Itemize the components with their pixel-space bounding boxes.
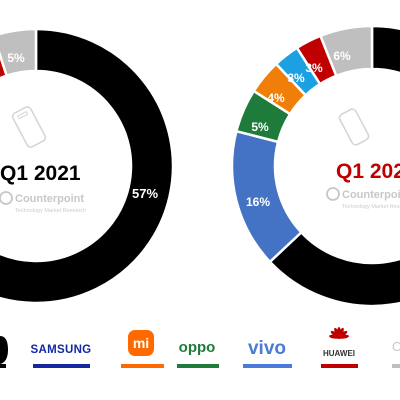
vivo-logo: vivo — [248, 338, 286, 359]
slice-label-black-57: 57% — [132, 186, 158, 201]
legend-item-huawei: HUAWEI — [321, 327, 358, 368]
slice-label-orange-4: 4% — [267, 91, 285, 105]
legend-bar-xiaomi — [121, 364, 164, 368]
legend-item-xiaomi: mi — [121, 330, 164, 368]
slice-label-gray-5: 5% — [7, 51, 25, 65]
donut-left-title: Q1 2021 — [0, 162, 81, 185]
slice-label-blue-16: 16% — [246, 195, 270, 209]
oppo-logo: oppo — [179, 339, 216, 356]
xiaomi-logo: mi — [133, 335, 149, 351]
donut-left: Q1 2021 Counterpoint Technology Market R… — [0, 27, 175, 305]
xiaomi-logo-icon — [128, 330, 154, 356]
donut-right: Q1 202 Counterpoint Technology Market Re… — [230, 24, 400, 308]
legend-bar-others — [392, 364, 400, 368]
counterpoint-logo-right: Counterpoint Technology Market Research — [326, 187, 400, 210]
phone-watermark-icon — [11, 106, 47, 148]
others-logo-fragment: O — [392, 339, 400, 354]
legend-item-vivo: vivo — [243, 338, 292, 368]
phone-watermark-icon — [338, 108, 370, 146]
slice-others-right — [319, 24, 374, 78]
legend-item-others: O — [392, 339, 400, 368]
legend-bar-huawei — [321, 364, 358, 368]
donut-right-title: Q1 202 — [336, 160, 400, 183]
slice-label-green-5: 5% — [251, 120, 269, 134]
legend-item-oppo: oppo — [177, 339, 219, 368]
slice-label-gray-6: 6% — [333, 49, 351, 63]
apple-logo-icon — [0, 336, 8, 368]
watermark-subtitle-left: Technology Market Research — [15, 208, 86, 214]
slice-label-red-3: 3% — [305, 61, 323, 75]
huawei-flower-icon — [329, 327, 349, 339]
samsung-logo: SAMSUNG — [31, 344, 92, 356]
legend-item-samsung: SAMSUNG — [31, 344, 92, 368]
slice-others-left — [0, 27, 38, 77]
huawei-logo: HUAWEI — [323, 349, 355, 358]
watermark-subtitle-right: Technology Market Research — [342, 204, 400, 210]
counterpoint-logo-left: Counterpoint Technology Market Research — [0, 191, 86, 214]
slice-label-cyan-3: 3% — [287, 71, 305, 85]
legend: SAMSUNG mi oppo vivo — [0, 327, 400, 368]
legend-bar-oppo — [177, 364, 219, 368]
legend-bar-samsung — [33, 364, 90, 368]
slice-apple-left — [0, 27, 175, 305]
watermark-brand-right: Counterpoint — [342, 189, 400, 201]
slice-apple-right — [268, 24, 400, 308]
legend-bar-vivo — [243, 364, 292, 368]
watermark-brand-left: Counterpoint — [15, 193, 84, 205]
